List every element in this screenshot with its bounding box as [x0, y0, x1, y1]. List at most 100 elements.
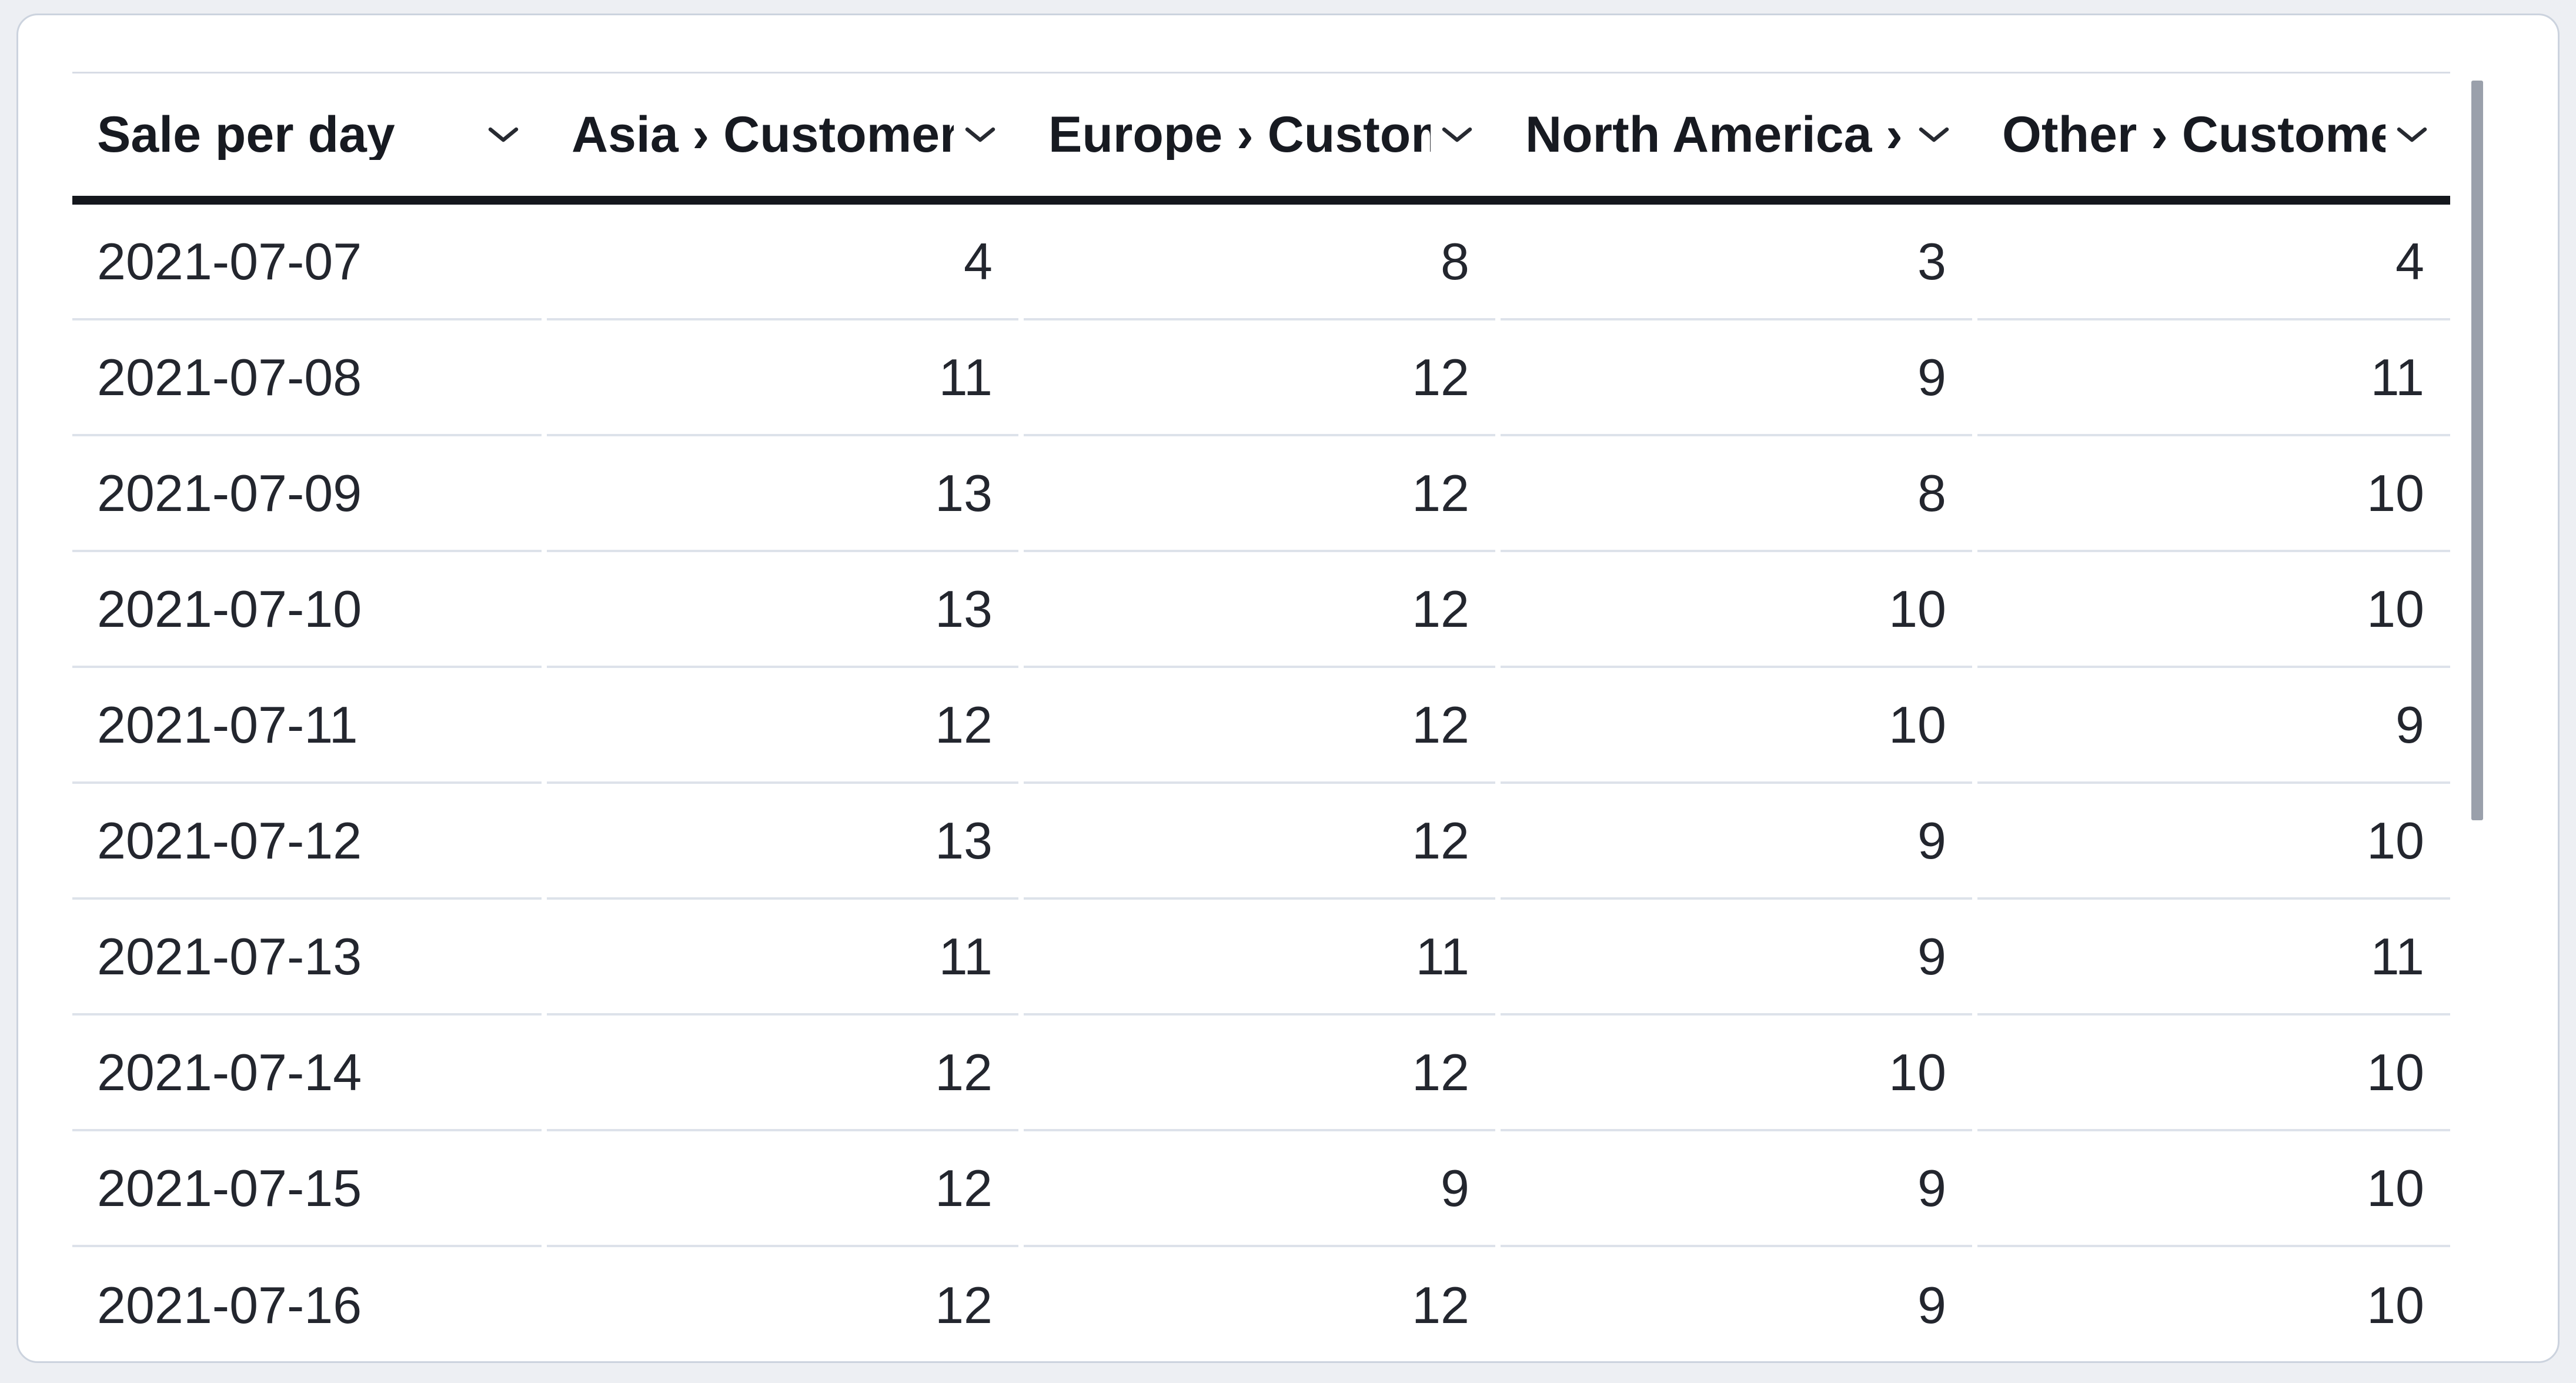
row-value-cell[interactable]: 10 [1501, 668, 1972, 784]
row-value-cell[interactable]: 12 [1024, 784, 1495, 900]
row-value-cell[interactable]: 12 [1024, 552, 1495, 668]
row-value-cell[interactable]: 10 [1977, 1247, 2450, 1361]
row-value-cell[interactable]: 10 [1977, 1015, 2450, 1131]
column-header-asia-customers[interactable]: Asia › Customers [547, 74, 1018, 196]
chevron-down-icon[interactable] [487, 125, 519, 145]
row-value-cell[interactable]: 10 [1977, 1131, 2450, 1247]
row-value-cell[interactable]: 9 [1501, 320, 1972, 436]
cell-value: 10 [1889, 579, 1946, 638]
vertical-scrollbar-thumb[interactable] [2471, 81, 2483, 820]
cell-value: 11 [938, 927, 993, 986]
column-header-label: North America › Customers [1525, 109, 1907, 160]
row-date-cell[interactable]: 2021-07-09 [72, 436, 542, 552]
column-header-north-america-customers[interactable]: North America › Customers [1501, 74, 1972, 196]
row-value-cell[interactable]: 12 [1024, 1015, 1495, 1131]
row-date-cell[interactable]: 2021-07-07 [72, 205, 542, 320]
table-row: 2021-07-13 11 11 9 11 [72, 900, 2450, 1015]
date-value: 2021-07-08 [97, 348, 362, 406]
row-value-cell[interactable]: 12 [1024, 320, 1495, 436]
chevron-down-icon[interactable] [964, 125, 996, 145]
row-value-cell[interactable]: 12 [547, 1247, 1018, 1361]
cell-value: 12 [935, 695, 993, 754]
sales-table: Sale per day Asia › Customers Europe › Cus… [72, 72, 2450, 1361]
date-value: 2021-07-14 [97, 1043, 362, 1101]
row-value-cell[interactable]: 12 [547, 1015, 1018, 1131]
row-value-cell[interactable]: 11 [1977, 320, 2450, 436]
cell-value: 12 [1412, 1043, 1469, 1101]
row-value-cell[interactable]: 13 [547, 552, 1018, 668]
row-value-cell[interactable]: 11 [1977, 900, 2450, 1015]
cell-value: 12 [1412, 695, 1469, 754]
row-date-cell[interactable]: 2021-07-16 [72, 1247, 542, 1361]
row-value-cell[interactable]: 4 [547, 205, 1018, 320]
cell-value: 10 [2367, 1043, 2424, 1101]
row-value-cell[interactable]: 9 [1501, 900, 1972, 1015]
date-value: 2021-07-10 [97, 579, 362, 638]
row-value-cell[interactable]: 12 [547, 1131, 1018, 1247]
column-header-europe-customers[interactable]: Europe › Customers [1024, 74, 1495, 196]
chevron-down-icon[interactable] [1441, 125, 1473, 145]
cell-value: 12 [935, 1275, 993, 1334]
cell-value: 9 [1917, 1158, 1946, 1217]
row-value-cell[interactable]: 13 [547, 436, 1018, 552]
row-value-cell[interactable]: 12 [547, 668, 1018, 784]
row-date-cell[interactable]: 2021-07-12 [72, 784, 542, 900]
cell-value: 10 [2367, 1158, 2424, 1217]
table-row: 2021-07-09 13 12 8 10 [72, 436, 2450, 552]
row-value-cell[interactable]: 9 [1501, 1131, 1972, 1247]
cell-value: 4 [2395, 232, 2424, 290]
column-header-label: Asia › Customers [572, 109, 954, 160]
table-card: Sale per day Asia › Customers Europe › Cus… [16, 14, 2560, 1363]
chevron-down-icon[interactable] [1918, 125, 1950, 145]
cell-value: 13 [935, 811, 993, 870]
row-value-cell[interactable]: 9 [1024, 1131, 1495, 1247]
row-value-cell[interactable]: 8 [1024, 205, 1495, 320]
row-date-cell[interactable]: 2021-07-10 [72, 552, 542, 668]
row-value-cell[interactable]: 9 [1501, 1247, 1972, 1361]
date-value: 2021-07-12 [97, 811, 362, 870]
row-value-cell[interactable]: 10 [1501, 552, 1972, 668]
chevron-down-icon[interactable] [2396, 125, 2428, 145]
row-value-cell[interactable]: 12 [1024, 1247, 1495, 1361]
row-value-cell[interactable]: 3 [1501, 205, 1972, 320]
row-date-cell[interactable]: 2021-07-15 [72, 1131, 542, 1247]
column-header-other-customers[interactable]: Other › Customers [1977, 74, 2450, 196]
table-row: 2021-07-08 11 12 9 11 [72, 320, 2450, 436]
row-value-cell[interactable]: 9 [1501, 784, 1972, 900]
column-header-sale-per-day[interactable]: Sale per day [72, 74, 542, 196]
row-date-cell[interactable]: 2021-07-13 [72, 900, 542, 1015]
cell-value: 9 [1917, 1275, 1946, 1334]
cell-value: 4 [964, 232, 993, 290]
row-value-cell[interactable]: 11 [547, 320, 1018, 436]
cell-value: 11 [2370, 927, 2424, 986]
row-date-cell[interactable]: 2021-07-11 [72, 668, 542, 784]
row-value-cell[interactable]: 11 [1024, 900, 1495, 1015]
cell-value: 10 [1889, 695, 1946, 754]
cell-value: 12 [1412, 1275, 1469, 1334]
cell-value: 3 [1917, 232, 1946, 290]
column-header-label: Other › Customers [2002, 109, 2385, 160]
row-value-cell[interactable]: 10 [1977, 784, 2450, 900]
row-date-cell[interactable]: 2021-07-08 [72, 320, 542, 436]
cell-value: 10 [1889, 1043, 1946, 1101]
date-value: 2021-07-07 [97, 232, 362, 290]
cell-value: 10 [2367, 1275, 2424, 1334]
cell-value: 9 [1917, 927, 1946, 986]
row-value-cell[interactable]: 9 [1977, 668, 2450, 784]
row-value-cell[interactable]: 4 [1977, 205, 2450, 320]
row-value-cell[interactable]: 8 [1501, 436, 1972, 552]
row-value-cell[interactable]: 12 [1024, 668, 1495, 784]
row-value-cell[interactable]: 11 [547, 900, 1018, 1015]
cell-value: 11 [938, 348, 993, 406]
cell-value: 12 [1412, 463, 1469, 522]
cell-value: 13 [935, 579, 993, 638]
row-value-cell[interactable]: 10 [1501, 1015, 1972, 1131]
row-value-cell[interactable]: 13 [547, 784, 1018, 900]
row-value-cell[interactable]: 10 [1977, 552, 2450, 668]
row-value-cell[interactable]: 12 [1024, 436, 1495, 552]
table-row: 2021-07-15 12 9 9 10 [72, 1131, 2450, 1247]
row-date-cell[interactable]: 2021-07-14 [72, 1015, 542, 1131]
cell-value: 10 [2367, 463, 2424, 522]
cell-value: 9 [2395, 695, 2424, 754]
row-value-cell[interactable]: 10 [1977, 436, 2450, 552]
